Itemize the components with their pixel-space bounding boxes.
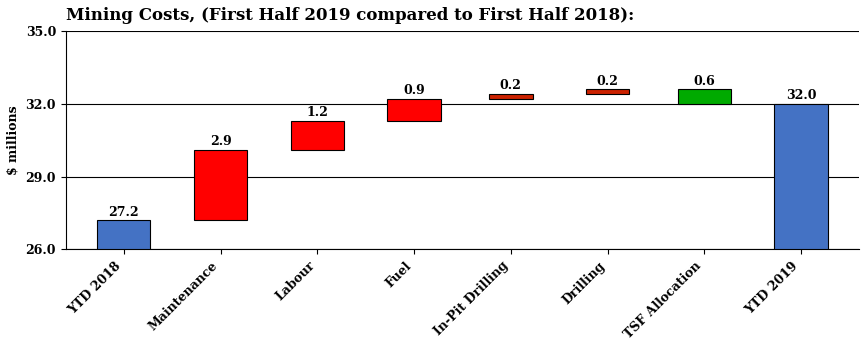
- Text: 2.9: 2.9: [210, 135, 231, 148]
- Text: 0.2: 0.2: [500, 79, 521, 93]
- Bar: [489, 94, 533, 99]
- Text: 32.0: 32.0: [785, 89, 817, 102]
- Text: Mining Costs, (First Half 2019 compared to First Half 2018):: Mining Costs, (First Half 2019 compared …: [66, 7, 634, 24]
- Bar: [387, 99, 441, 121]
- Text: 0.9: 0.9: [404, 84, 425, 97]
- Bar: [774, 104, 828, 250]
- Text: 0.2: 0.2: [597, 74, 618, 88]
- Bar: [291, 121, 344, 150]
- Text: 1.2: 1.2: [307, 106, 328, 119]
- Bar: [585, 89, 630, 94]
- Y-axis label: $ millions: $ millions: [7, 105, 20, 175]
- Text: 0.6: 0.6: [694, 74, 715, 88]
- Bar: [97, 220, 151, 250]
- Bar: [678, 89, 731, 104]
- Text: 27.2: 27.2: [108, 206, 139, 219]
- Bar: [194, 150, 247, 220]
